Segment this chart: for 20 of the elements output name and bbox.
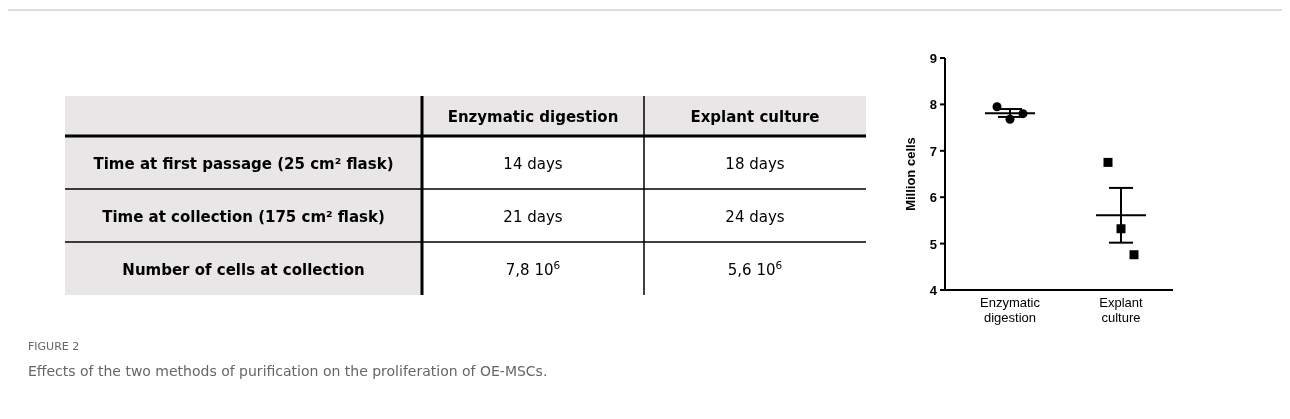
category-label: Enzymatic digestion <box>447 108 619 126</box>
category-label: Explant culture <box>690 108 820 126</box>
text: 21 days <box>503 207 563 226</box>
text: 7,8 10$^{6}$ <box>505 258 561 279</box>
text: 14 days <box>503 154 563 173</box>
y-tick-label: 5 <box>929 236 937 252</box>
text: 24 days <box>725 207 785 226</box>
caption: FIGURE 2 <box>28 340 80 353</box>
y-tick-label: 8 <box>929 97 937 113</box>
y-axis-title: Million cells <box>903 137 918 211</box>
text: 18 days <box>725 154 785 173</box>
category-label: Time at first passage (25 cm² flask) <box>93 154 394 173</box>
text: Effects of the two methods of purification on the proliferation of OE-MSCs. <box>28 363 548 379</box>
category-label: Time at collection (175 cm² flask) <box>102 207 385 226</box>
y-tick-label: 7 <box>929 143 937 159</box>
category-label: Number of cells at collection <box>122 260 365 279</box>
y-tick-label: 6 <box>929 190 937 206</box>
y-tick-label: 4 <box>929 283 938 298</box>
y-tick-label: 9 <box>929 51 937 66</box>
text: 5,6 10$^{6}$ <box>727 258 783 279</box>
